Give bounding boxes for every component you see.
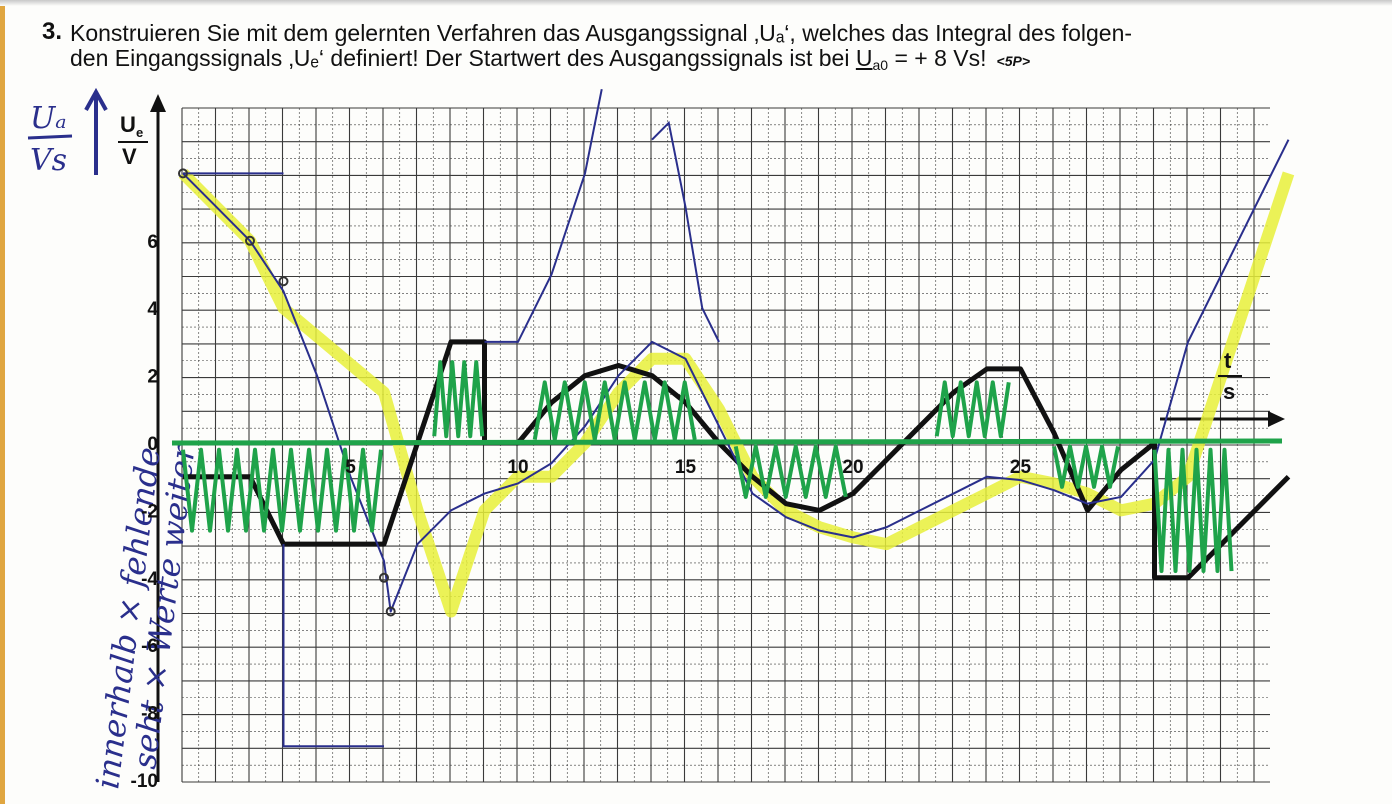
task-text-line1: Konstruieren Sie mit dem gelernten Verfa… [70, 20, 1133, 46]
y-tick-label: -4 [141, 569, 158, 590]
y-label-numerator: U [120, 112, 136, 137]
pen-scribble [484, 88, 603, 343]
green-hatch-area-3 [532, 380, 697, 442]
green-hatch-area-1 [181, 447, 383, 533]
y-tick-label: 0 [147, 434, 158, 455]
y-label-subscript: e [136, 125, 143, 140]
x-axis-arrow [1268, 411, 1285, 427]
y-label-denominator: V [122, 144, 137, 169]
task-text-line2-a: den Eingangssignals ‚Uₑ‘ definiert! Der … [70, 45, 856, 71]
task-number: 3. [42, 18, 63, 45]
y-axis-arrow [150, 94, 166, 112]
output-label-denominator: Vs [30, 143, 67, 178]
green-hatch-area-5 [934, 380, 1011, 439]
start-value-subscript: a0 [872, 57, 889, 73]
input-signal-curve [183, 339, 1291, 581]
points-label: <5P> [996, 53, 1030, 69]
green-zero-line [171, 438, 1283, 446]
start-value-symbol: U [855, 45, 873, 71]
pen-point [245, 235, 255, 246]
y-tick-label: -2 [141, 501, 158, 522]
green-hatch-area-6 [1052, 444, 1120, 489]
green-hatch-area-4 [733, 444, 848, 499]
top-shadow [0, 0, 1392, 6]
x-tick-label: 20 [842, 457, 863, 478]
y-tick-label: 2 [147, 367, 158, 388]
start-value: Ua0 [855, 45, 889, 73]
output-signal-highlight [178, 169, 1295, 618]
y-tick-label: 6 [147, 232, 158, 253]
y-tick-label: -8 [141, 704, 158, 725]
x-tick-label: 15 [675, 457, 697, 478]
pen-point [379, 572, 389, 583]
x-tick-label: 25 [1010, 457, 1032, 478]
output-label-numerator: Uₐ [30, 101, 67, 136]
y-tick-label: -10 [131, 771, 158, 792]
hand-arrow-head [84, 87, 108, 111]
signal-curves [171, 88, 1295, 748]
pen-scribble [282, 544, 384, 748]
x-label-denominator: s [1223, 379, 1235, 404]
pen-point [385, 606, 396, 617]
task-text-line2: den Eingangssignals ‚Uₑ‘ definiert! Der … [70, 45, 1030, 73]
x-tick-label: 5 [345, 457, 356, 478]
x-label-numerator: t [1224, 348, 1232, 373]
green-hatch-area-2 [432, 360, 485, 439]
pen-point [278, 276, 289, 287]
green-hatch-area-7 [1152, 447, 1234, 574]
x-tick-label: 10 [507, 457, 528, 478]
task-text-line2-b: = + 8 Vs! [888, 45, 987, 71]
output-signal-pen [182, 139, 1290, 613]
y-tick-label: 4 [147, 299, 158, 320]
output-label-fraction-bar [27, 134, 73, 140]
pen-scribble [651, 120, 720, 343]
y-tick-label: -6 [141, 636, 158, 657]
page-edge [0, 0, 5, 804]
pen-point [178, 168, 188, 179]
